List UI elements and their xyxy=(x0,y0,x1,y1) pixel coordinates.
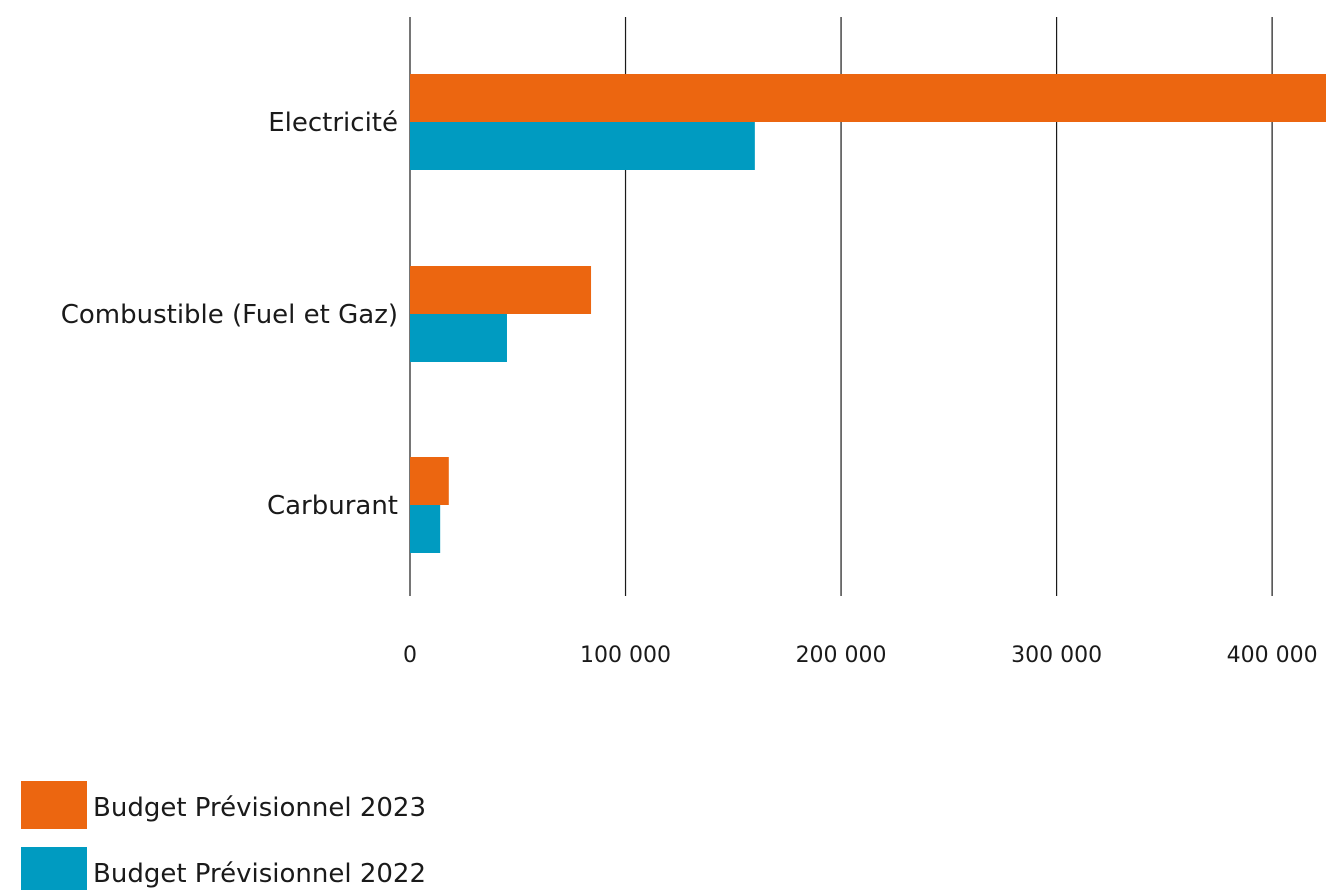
legend-label: Budget Prévisionnel 2022 xyxy=(93,859,426,889)
x-tick-label: 400 000 xyxy=(1227,643,1318,668)
category-label: Electricité xyxy=(268,108,398,138)
x-tick-label: 200 000 xyxy=(796,643,887,668)
legend-swatch xyxy=(21,781,87,829)
bar-2023-1 xyxy=(410,266,592,314)
bar-2022-1 xyxy=(410,314,507,362)
bar-2022-2 xyxy=(410,505,441,553)
bar-2023-2 xyxy=(410,457,449,505)
category-label: Combustible (Fuel et Gaz) xyxy=(61,300,398,330)
legend: Budget Prévisionnel 2023 Budget Prévision… xyxy=(21,781,426,890)
legend-label: Budget Prévisionnel 2023 xyxy=(93,793,426,823)
bar-2022-0 xyxy=(410,122,755,170)
category-labels: Electricité Combustible (Fuel et Gaz) Carb… xyxy=(61,108,398,521)
category-label: Carburant xyxy=(267,491,398,521)
bars xyxy=(410,74,1326,553)
x-axis-tick-labels: 0 100 000 200 000 300 000 400 000 xyxy=(403,643,1318,668)
x-tick-label: 300 000 xyxy=(1011,643,1102,668)
bar-2023-0 xyxy=(410,74,1326,122)
x-tick-label: 0 xyxy=(403,643,417,668)
legend-swatch xyxy=(21,847,87,890)
x-tick-label: 100 000 xyxy=(580,643,671,668)
